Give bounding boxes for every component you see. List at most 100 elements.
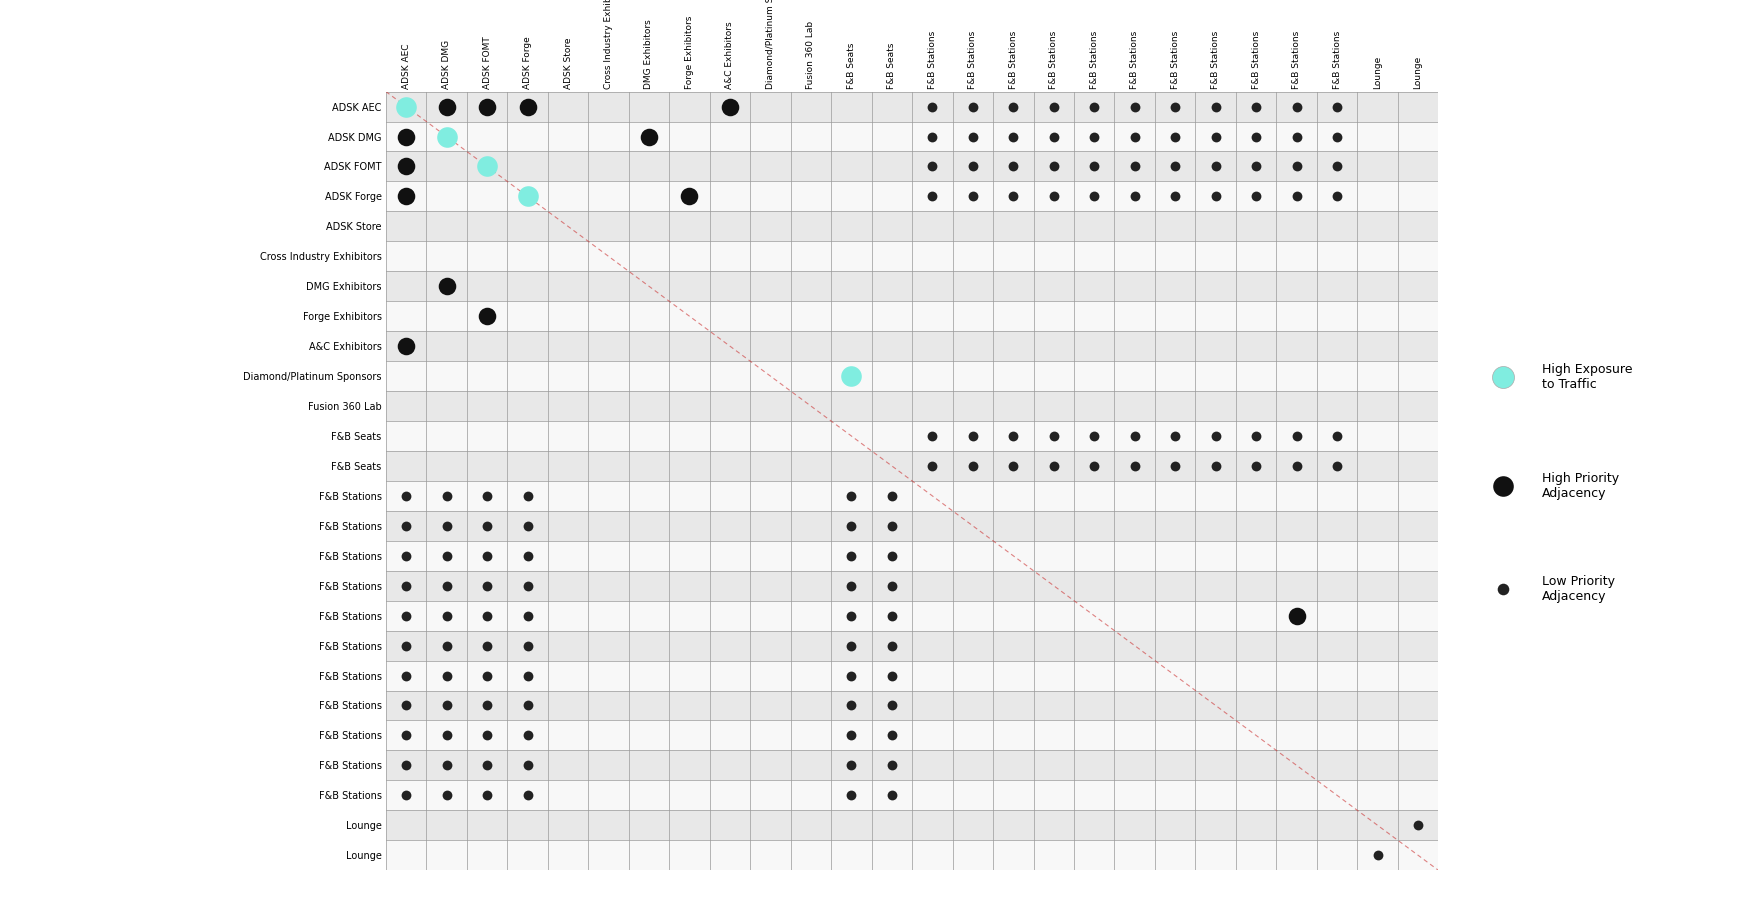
Point [393, 339, 421, 354]
Point [1000, 159, 1028, 174]
Point [1121, 189, 1149, 203]
Point [1121, 459, 1149, 474]
Point [1201, 189, 1230, 203]
Point [1040, 459, 1068, 474]
Point [1161, 459, 1189, 474]
Point [433, 758, 461, 773]
Point [1282, 159, 1310, 174]
Point [837, 788, 865, 802]
Point [393, 518, 421, 533]
Point [959, 99, 988, 114]
Point [1121, 99, 1149, 114]
Point [1040, 189, 1068, 203]
Point [1080, 429, 1109, 443]
Point [1080, 459, 1109, 474]
Point [877, 758, 905, 773]
Point [1282, 129, 1310, 144]
Point [474, 99, 502, 114]
Point [1201, 129, 1230, 144]
Point [474, 669, 502, 683]
Point [877, 578, 905, 593]
Bar [386, 301, 1438, 332]
Point [1242, 159, 1270, 174]
Point [474, 309, 502, 323]
Point [1080, 99, 1109, 114]
Point [877, 669, 905, 683]
Point [433, 518, 461, 533]
Point [433, 728, 461, 743]
Point [1201, 159, 1230, 174]
Point [837, 518, 865, 533]
Point [959, 429, 988, 443]
Point [1489, 582, 1517, 596]
Bar [386, 92, 1438, 122]
Bar [386, 122, 1438, 151]
Point [1000, 429, 1028, 443]
Point [1080, 129, 1109, 144]
Text: High Exposure
to Traffic: High Exposure to Traffic [1542, 364, 1633, 391]
Bar [386, 780, 1438, 811]
Point [514, 698, 542, 713]
Point [514, 189, 542, 203]
Point [877, 488, 905, 503]
Point [1161, 189, 1189, 203]
Point [433, 698, 461, 713]
Bar [386, 811, 1438, 840]
Point [919, 159, 947, 174]
Text: Low Priority
Adjacency: Low Priority Adjacency [1542, 575, 1615, 603]
Bar [386, 332, 1438, 361]
Bar [386, 151, 1438, 181]
Point [1040, 429, 1068, 443]
Point [1161, 429, 1189, 443]
Point [433, 608, 461, 623]
Point [959, 159, 988, 174]
Point [837, 758, 865, 773]
Point [1000, 99, 1028, 114]
Point [1282, 429, 1310, 443]
Point [393, 99, 421, 114]
Bar [386, 481, 1438, 511]
Point [877, 698, 905, 713]
Point [1363, 848, 1391, 863]
Point [877, 638, 905, 653]
Point [1040, 129, 1068, 144]
Point [1323, 99, 1351, 114]
Bar [386, 540, 1438, 571]
Bar [386, 451, 1438, 481]
Bar [386, 241, 1438, 271]
Point [514, 578, 542, 593]
Point [1201, 429, 1230, 443]
Bar [386, 361, 1438, 391]
Bar [386, 840, 1438, 870]
Point [433, 488, 461, 503]
Bar [386, 630, 1438, 660]
Point [514, 99, 542, 114]
Point [1323, 159, 1351, 174]
Point [1242, 129, 1270, 144]
Point [393, 189, 421, 203]
Point [393, 159, 421, 174]
Point [877, 518, 905, 533]
Point [433, 638, 461, 653]
Point [1121, 429, 1149, 443]
Point [1403, 818, 1431, 833]
Point [1201, 459, 1230, 474]
Point [393, 788, 421, 802]
Point [1000, 459, 1028, 474]
Bar [386, 271, 1438, 301]
Point [1282, 99, 1310, 114]
Point [393, 578, 421, 593]
Point [514, 728, 542, 743]
Point [433, 99, 461, 114]
Point [514, 608, 542, 623]
Point [393, 488, 421, 503]
Point [474, 159, 502, 174]
Point [474, 638, 502, 653]
Bar [386, 691, 1438, 721]
Point [1121, 159, 1149, 174]
Point [393, 638, 421, 653]
Point [474, 728, 502, 743]
Point [837, 608, 865, 623]
Point [1080, 159, 1109, 174]
Point [837, 728, 865, 743]
